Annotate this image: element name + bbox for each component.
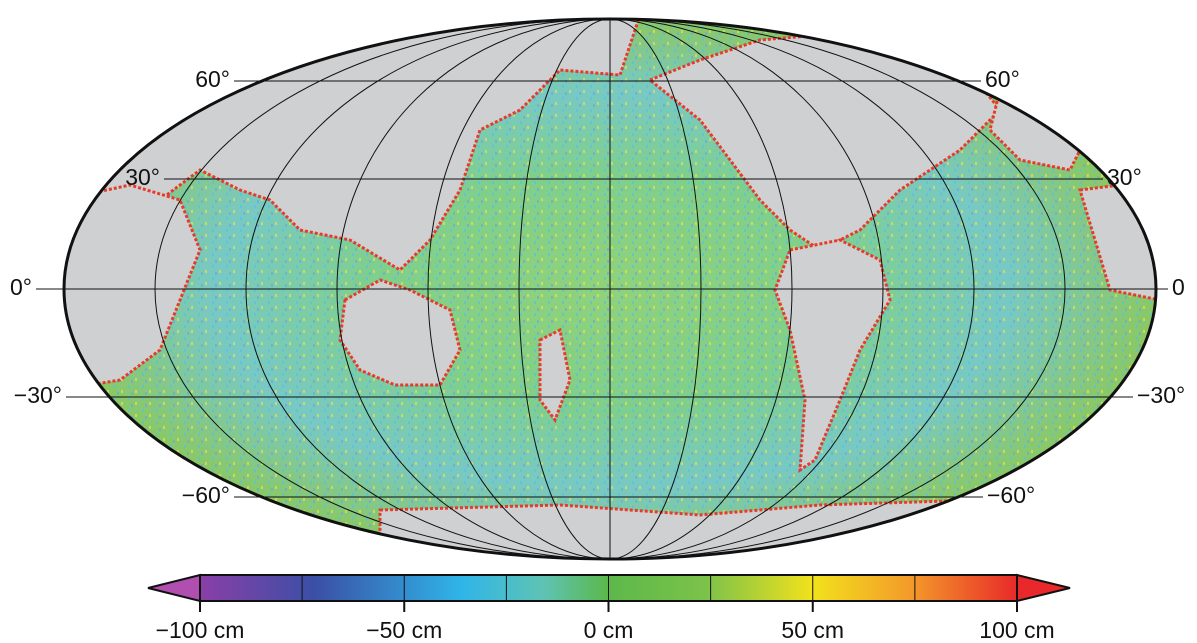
latitude-label-left: 0° [10,274,32,300]
latitude-label-right: 60° [985,66,1020,92]
colorbar-low-arrow [148,575,200,601]
colorbar-label: 50 cm [781,617,844,643]
colorbar-label: 100 cm [979,617,1054,643]
latitude-label-left: 60° [195,66,230,92]
latitude-label-right: 0 [1172,274,1185,300]
latitude-label-left: −30° [14,382,62,408]
colorbar: −100 cm −50 cm 0 cm 50 cm 100 cm [148,575,1070,643]
map-figure: 60°60°30°30°0°0−30°−30°−60°−60° −100 cm−… [0,0,1197,643]
colorbar-label: −100 cm [156,617,245,643]
colorbar-label: 0 cm [584,617,634,643]
colorbar-label: −50 cm [366,617,442,643]
latitude-label-right: −60° [987,482,1035,508]
latitude-label-right: −30° [1137,382,1185,408]
page: {"map": { "latitude_labels_left": ["60°"… [0,0,1197,643]
colorbar-high-arrow [1017,575,1070,601]
latitude-label-left: 30° [125,164,160,190]
latitude-label-left: −60° [182,482,230,508]
latitude-label-right: 30° [1107,164,1142,190]
